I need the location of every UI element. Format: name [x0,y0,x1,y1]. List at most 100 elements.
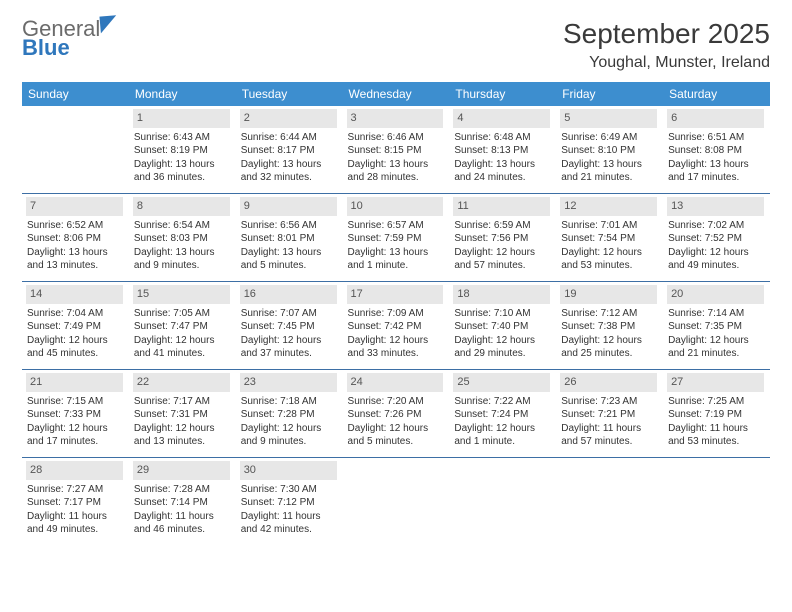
day-number: 25 [453,373,550,392]
daylight-text: and 9 minutes. [241,435,338,449]
calendar-week: 1 Sunrise: 6:43 AMSunset: 8:19 PMDaylight… [22,106,770,194]
day-number: 27 [667,373,764,392]
daylight-text: and 29 minutes. [454,347,551,361]
day-number: 13 [667,197,764,216]
daylight-text: and 41 minutes. [134,347,231,361]
daylight-text: Daylight: 13 hours [134,158,231,172]
sunrise-text: Sunrise: 7:30 AM [241,483,338,497]
day-number: 14 [26,285,123,304]
daylight-text: Daylight: 13 hours [27,246,124,260]
sunset-text: Sunset: 7:49 PM [27,320,124,334]
daylight-text: and 17 minutes. [27,435,124,449]
daylight-text: Daylight: 11 hours [668,422,765,436]
daylight-text: and 9 minutes. [134,259,231,273]
day-number: 22 [133,373,230,392]
day-number: 17 [347,285,444,304]
calendar-body: 1 Sunrise: 6:43 AMSunset: 8:19 PMDaylight… [22,106,770,545]
daylight-text: Daylight: 12 hours [668,246,765,260]
sunset-text: Sunset: 7:42 PM [348,320,445,334]
day-cell: 16Sunrise: 7:07 AMSunset: 7:45 PMDayligh… [236,282,343,370]
day-details: Sunrise: 7:30 AMSunset: 7:12 PMDaylight:… [241,483,338,537]
daylight-text: and 5 minutes. [348,435,445,449]
day-number: 11 [453,197,550,216]
day-cell: 29Sunrise: 7:28 AMSunset: 7:14 PMDayligh… [129,458,236,546]
daylight-text: Daylight: 12 hours [241,422,338,436]
calendar-table: Sunday Monday Tuesday Wednesday Thursday… [22,82,770,545]
sunrise-text: Sunrise: 7:17 AM [134,395,231,409]
sunrise-text: Sunrise: 6:46 AM [348,131,445,145]
daylight-text: and 1 minute. [454,435,551,449]
daylight-text: and 37 minutes. [241,347,338,361]
sunset-text: Sunset: 7:26 PM [348,408,445,422]
day-details: Sunrise: 6:52 AMSunset: 8:06 PMDaylight:… [27,219,124,273]
day-cell: 25Sunrise: 7:22 AMSunset: 7:24 PMDayligh… [449,370,556,458]
day-details: Sunrise: 7:02 AMSunset: 7:52 PMDaylight:… [668,219,765,273]
dow-sunday: Sunday [22,82,129,106]
sunrise-text: Sunrise: 6:48 AM [454,131,551,145]
sunrise-text: Sunrise: 7:22 AM [454,395,551,409]
daylight-text: and 42 minutes. [241,523,338,537]
day-cell: 5Sunrise: 6:49 AMSunset: 8:10 PMDaylight… [556,106,663,194]
day-cell: 12Sunrise: 7:01 AMSunset: 7:54 PMDayligh… [556,194,663,282]
day-details: Sunrise: 6:49 AMSunset: 8:10 PMDaylight:… [561,131,658,185]
daylight-text: and 49 minutes. [27,523,124,537]
sunset-text: Sunset: 7:59 PM [348,232,445,246]
location: Youghal, Munster, Ireland [563,54,770,72]
day-of-week-row: Sunday Monday Tuesday Wednesday Thursday… [22,82,770,106]
day-cell: 20Sunrise: 7:14 AMSunset: 7:35 PMDayligh… [663,282,770,370]
sunset-text: Sunset: 7:56 PM [454,232,551,246]
daylight-text: and 53 minutes. [561,259,658,273]
day-cell: 7Sunrise: 6:52 AMSunset: 8:06 PMDaylight… [22,194,129,282]
calendar-week: 21Sunrise: 7:15 AMSunset: 7:33 PMDayligh… [22,370,770,458]
calendar-week: 7Sunrise: 6:52 AMSunset: 8:06 PMDaylight… [22,194,770,282]
day-cell [556,458,663,546]
sunset-text: Sunset: 7:38 PM [561,320,658,334]
daylight-text: and 5 minutes. [241,259,338,273]
sunrise-text: Sunrise: 7:14 AM [668,307,765,321]
daylight-text: and 17 minutes. [668,171,765,185]
daylight-text: and 1 minute. [348,259,445,273]
sunrise-text: Sunrise: 6:56 AM [241,219,338,233]
day-cell: 30Sunrise: 7:30 AMSunset: 7:12 PMDayligh… [236,458,343,546]
day-details: Sunrise: 6:57 AMSunset: 7:59 PMDaylight:… [348,219,445,273]
day-details: Sunrise: 6:48 AMSunset: 8:13 PMDaylight:… [454,131,551,185]
day-number: 10 [347,197,444,216]
day-details: Sunrise: 6:43 AMSunset: 8:19 PMDaylight:… [134,131,231,185]
daylight-text: and 21 minutes. [668,347,765,361]
day-details: Sunrise: 6:56 AMSunset: 8:01 PMDaylight:… [241,219,338,273]
daylight-text: Daylight: 11 hours [561,422,658,436]
day-details: Sunrise: 7:15 AMSunset: 7:33 PMDaylight:… [27,395,124,449]
dow-wednesday: Wednesday [343,82,450,106]
day-details: Sunrise: 7:28 AMSunset: 7:14 PMDaylight:… [134,483,231,537]
daylight-text: and 21 minutes. [561,171,658,185]
title-block: September 2025 Youghal, Munster, Ireland [563,18,770,72]
daylight-text: and 24 minutes. [454,171,551,185]
day-details: Sunrise: 7:23 AMSunset: 7:21 PMDaylight:… [561,395,658,449]
sunset-text: Sunset: 7:40 PM [454,320,551,334]
day-cell: 27Sunrise: 7:25 AMSunset: 7:19 PMDayligh… [663,370,770,458]
daylight-text: Daylight: 12 hours [668,334,765,348]
daylight-text: Daylight: 13 hours [241,158,338,172]
day-number: 24 [347,373,444,392]
daylight-text: Daylight: 13 hours [134,246,231,260]
logo-sail-icon: ◤ [99,11,118,34]
day-cell [343,458,450,546]
sunrise-text: Sunrise: 7:02 AM [668,219,765,233]
daylight-text: Daylight: 12 hours [241,334,338,348]
dow-thursday: Thursday [449,82,556,106]
sunset-text: Sunset: 8:03 PM [134,232,231,246]
day-number: 26 [560,373,657,392]
sunset-text: Sunset: 8:06 PM [27,232,124,246]
daylight-text: and 33 minutes. [348,347,445,361]
sunset-text: Sunset: 7:17 PM [27,496,124,510]
day-number: 4 [453,109,550,128]
day-cell: 28Sunrise: 7:27 AMSunset: 7:17 PMDayligh… [22,458,129,546]
dow-friday: Friday [556,82,663,106]
sunset-text: Sunset: 7:12 PM [241,496,338,510]
day-cell: 21Sunrise: 7:15 AMSunset: 7:33 PMDayligh… [22,370,129,458]
day-number: 1 [133,109,230,128]
sunrise-text: Sunrise: 7:09 AM [348,307,445,321]
day-cell: 13 Sunrise: 7:02 AMSunset: 7:52 PMDayligh… [663,194,770,282]
sunrise-text: Sunrise: 6:51 AM [668,131,765,145]
sunset-text: Sunset: 7:45 PM [241,320,338,334]
